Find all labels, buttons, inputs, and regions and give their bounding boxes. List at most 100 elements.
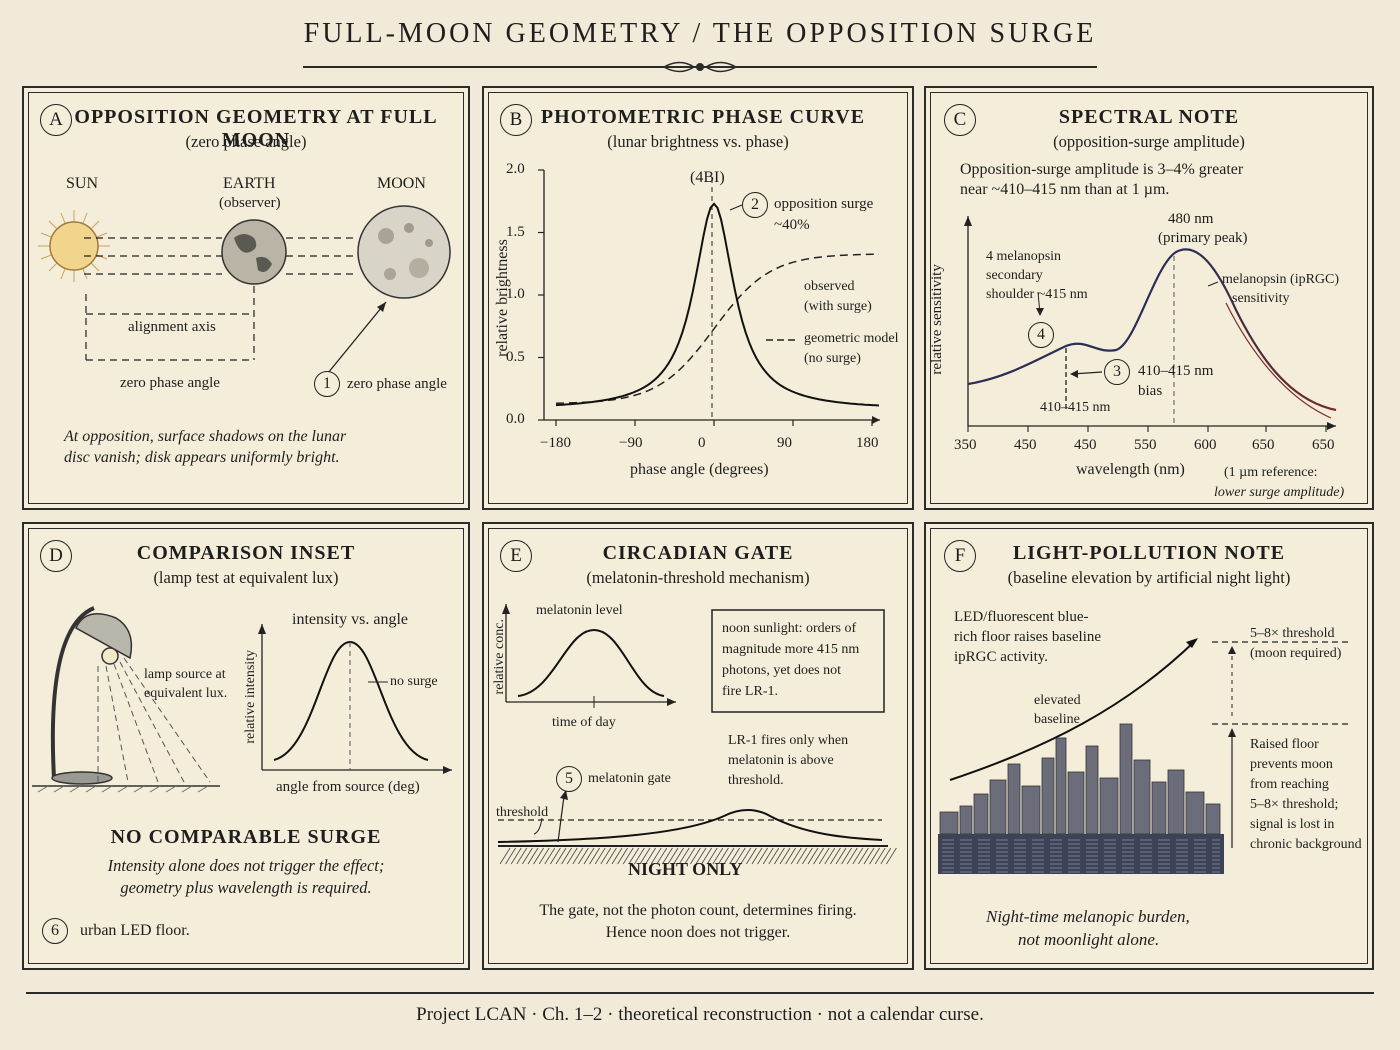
panel-f-subtitle: (baseline elevation by artificial night … xyxy=(1007,568,1291,587)
ground-hatch xyxy=(622,847,634,865)
e-gate-label: melatonin gate xyxy=(588,771,671,786)
ground-hatch xyxy=(886,847,897,865)
panel-a-letter: A xyxy=(40,104,72,136)
geometric-model-curve xyxy=(555,253,879,404)
ground-hatch xyxy=(578,847,589,865)
panel-a-title: OPPOSITION GEOMETRY AT FULL MOON xyxy=(74,106,438,151)
c-ref-1: (1 µm reference: xyxy=(1224,465,1318,480)
ground-hatch xyxy=(538,847,550,865)
ground-hatch xyxy=(639,847,651,865)
ground-hatch xyxy=(813,847,824,865)
building xyxy=(1133,759,1151,835)
ground-hatch xyxy=(695,847,707,865)
ground-hatch xyxy=(802,847,813,865)
ground-hatch xyxy=(830,847,841,865)
c-peak-2: (primary peak) xyxy=(1158,230,1248,246)
ground-hatch xyxy=(600,847,612,865)
panel-d-title: COMPARISON INSET xyxy=(136,542,356,564)
ground-hatch xyxy=(634,847,645,865)
f-floor-3: ipRGC activity. xyxy=(954,649,1049,665)
ground-hatch xyxy=(673,847,684,865)
panel-c-title: SPECTRAL NOTE xyxy=(1058,106,1240,128)
building xyxy=(1099,777,1119,835)
e-y-axis-label: relative conc. xyxy=(491,619,507,695)
ground-hatch xyxy=(678,847,690,865)
ground-hatch xyxy=(841,847,852,865)
ground-hatch xyxy=(880,847,892,865)
ground-hatch xyxy=(628,847,640,865)
d-x-axis-label: angle from source (deg) xyxy=(276,779,420,795)
ground-hatch xyxy=(617,847,628,865)
ground-hatch xyxy=(516,847,528,865)
panel-d: D COMPARISON INSET (lamp test at equival… xyxy=(22,522,470,970)
e-caption-2: Hence noon does not trigger. xyxy=(605,924,791,941)
melatonin-curve xyxy=(517,628,665,697)
b-ytick-label: 0.0 xyxy=(506,411,525,427)
c-shoulder-3: shoulder ~415 nm xyxy=(986,287,1088,302)
c-shoulder-1: 4 melanopsin xyxy=(986,249,1062,264)
ground-hatch xyxy=(768,847,780,865)
ground-hatch xyxy=(662,847,673,865)
f-caption-2: not moonlight alone. xyxy=(1018,930,1160,949)
e-box-3: photons, yet does not xyxy=(722,663,841,678)
panel-a-caption-1: At opposition, surface shadows on the lu… xyxy=(64,428,347,445)
ground-hatch xyxy=(656,847,668,865)
building xyxy=(1041,757,1055,835)
surge-label-2: ~40% xyxy=(774,217,810,233)
f-caption-1: Night-time melanopic burden, xyxy=(986,907,1190,926)
ground-hatch xyxy=(555,847,567,865)
ground-hatch xyxy=(757,847,768,865)
building xyxy=(939,811,959,835)
e-x-axis-label: time of day xyxy=(552,715,616,730)
panel-c-chart xyxy=(964,216,1337,432)
c-intro-1: Opposition-surge amplitude is 3–4% great… xyxy=(960,161,1244,178)
badge-5: 5 xyxy=(556,766,582,792)
earth-label: EARTH xyxy=(223,175,276,192)
lamp-icon xyxy=(50,606,133,785)
e-box-1: noon sunlight: orders of xyxy=(722,621,857,636)
ground-hatch xyxy=(499,847,511,865)
c-bias-1: 410–415 nm xyxy=(1138,363,1214,379)
moon-icon xyxy=(357,205,451,299)
c-marker-label: 410–415 nm xyxy=(1040,400,1111,415)
d-caption-2: geometry plus wavelength is required. xyxy=(120,878,372,897)
ground-hatch xyxy=(533,847,544,865)
panel-a-subtitle: (zero phase angle) xyxy=(185,132,307,151)
c-xtick-2: 450 xyxy=(1074,437,1097,453)
panel-f-art xyxy=(938,638,1350,874)
panel-e-letter: E xyxy=(500,540,532,572)
ground-hatch xyxy=(706,847,718,865)
e-box-2: magnitude more 415 nm xyxy=(722,642,860,657)
e-fires-2: melatonin is above xyxy=(728,753,834,768)
ground-hatch xyxy=(701,847,712,865)
panel-b-title: PHOTOMETRIC PHASE CURVE xyxy=(540,106,866,128)
ground-hatch xyxy=(863,847,875,865)
d-lamp-2: equivalent lux. xyxy=(144,686,228,701)
ground-hatch xyxy=(667,847,679,865)
d-headline: NO COMPARABLE SURGE xyxy=(110,826,382,848)
badge-6-label: urban LED floor. xyxy=(80,922,190,939)
building xyxy=(1151,781,1167,835)
ground-hatch xyxy=(544,847,556,865)
f-raised-4: 5–8× threshold; xyxy=(1250,797,1339,812)
ground-hatch xyxy=(572,847,584,865)
f-thr-1: 5–8× threshold xyxy=(1250,626,1335,641)
earth-sub-label: (observer) xyxy=(219,195,281,211)
b-xtick-label: 0 xyxy=(698,435,706,451)
ground-hatch xyxy=(522,847,533,865)
panel-e-subtitle: (melatonin-threshold mechanism) xyxy=(586,568,810,587)
c-shoulder-2: secondary xyxy=(986,268,1043,283)
f-elevated-2: baseline xyxy=(1034,712,1080,727)
e-night-label: NIGHT ONLY xyxy=(628,859,743,879)
panel-e-art xyxy=(497,604,897,865)
ground-hatch xyxy=(746,847,757,865)
panel-d-subtitle: (lamp test at equivalent lux) xyxy=(153,568,339,587)
footer: Project LCAN · Ch. 1–2 · theoretical rec… xyxy=(416,1004,984,1025)
panel-d-art xyxy=(32,606,452,793)
building xyxy=(973,793,989,835)
e-chart-title: melatonin level xyxy=(536,603,623,618)
panel-f: F LIGHT-POLLUTION NOTE (baseline elevati… xyxy=(924,522,1374,970)
panel-d-letter: D xyxy=(40,540,72,572)
ground-hatch xyxy=(846,847,858,865)
f-raised-5: signal is lost in xyxy=(1250,817,1335,832)
